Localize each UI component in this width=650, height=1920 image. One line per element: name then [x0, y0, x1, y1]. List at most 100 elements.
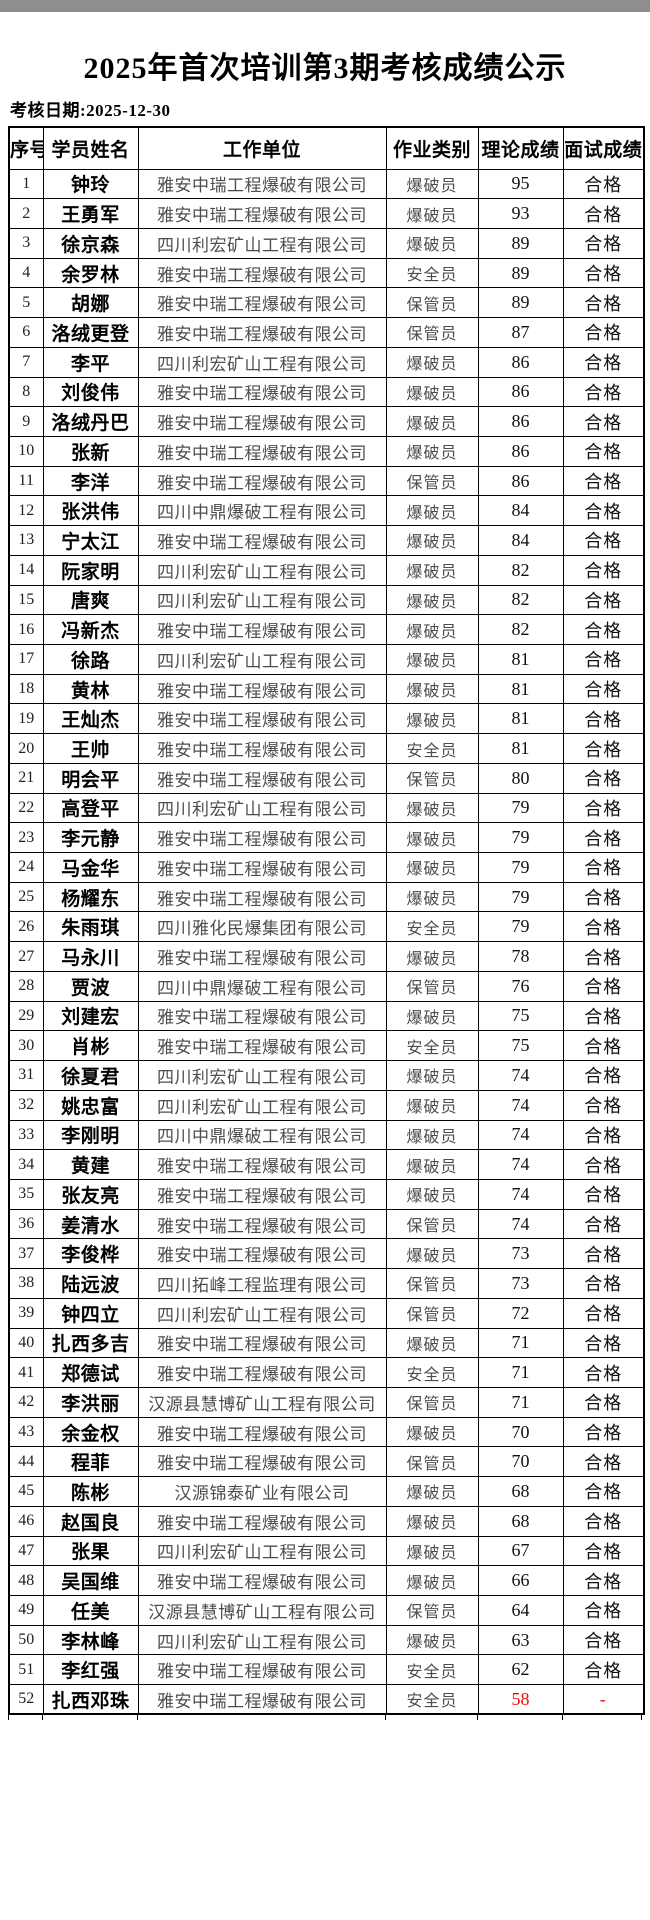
cell-student-name: 李红强 — [42, 1654, 139, 1686]
table-row: 35 张友亮 雅安中瑞工程爆破有限公司 爆破员 74 合格 — [8, 1178, 645, 1210]
table-row: 42 李洪丽 汉源县慧博矿山工程有限公司 保管员 71 合格 — [8, 1386, 645, 1418]
cell-job-category: 安全员 — [385, 257, 479, 289]
cell-theory-score: 63 — [477, 1624, 564, 1656]
cell-work-unit: 雅安中瑞工程爆破有限公司 — [137, 1416, 387, 1448]
cell-student-name: 扎西邓珠 — [42, 1684, 139, 1715]
table-row: 23 李元静 雅安中瑞工程爆破有限公司 爆破员 79 合格 — [8, 822, 645, 854]
cell-index: 32 — [8, 1089, 44, 1121]
cell-work-unit: 雅安中瑞工程爆破有限公司 — [137, 614, 387, 645]
cell-theory-score: 58 — [477, 1684, 564, 1715]
cell-job-category: 爆破员 — [385, 1178, 479, 1210]
table-row: 26 朱雨琪 四川雅化民爆集团有限公司 安全员 79 合格 — [8, 911, 645, 943]
cell-work-unit: 四川利宏矿山工程有限公司 — [137, 1624, 387, 1656]
cell-student-name: 刘俊伟 — [42, 376, 139, 408]
cell-student-name: 洛绒丹巴 — [42, 406, 139, 437]
cell-index: 44 — [8, 1446, 44, 1478]
cell-theory-score: 95 — [477, 168, 564, 200]
cell-interview-result: 合格 — [562, 257, 645, 289]
cell-interview-result: 合格 — [562, 673, 645, 705]
cell-theory-score: 86 — [477, 376, 564, 408]
cell-index: 31 — [8, 1060, 44, 1091]
cell-index: 26 — [8, 911, 44, 943]
cell-interview-result: 合格 — [562, 554, 645, 586]
cell-student-name: 肖彬 — [42, 1030, 139, 1062]
cell-theory-score: 81 — [477, 673, 564, 705]
cell-interview-result: 合格 — [562, 1060, 645, 1091]
cell-theory-score: 71 — [477, 1327, 564, 1359]
cell-index: 2 — [8, 198, 44, 229]
cell-work-unit: 雅安中瑞工程爆破有限公司 — [137, 525, 387, 556]
cell-work-unit: 四川利宏矿山工程有限公司 — [137, 644, 387, 675]
window-top-edge — [0, 0, 650, 12]
cell-job-category: 爆破员 — [385, 1416, 479, 1448]
cell-job-category: 保管员 — [385, 1446, 479, 1478]
table-row: 13 宁太江 雅安中瑞工程爆破有限公司 爆破员 84 合格 — [8, 525, 645, 556]
cell-job-category: 爆破员 — [385, 584, 479, 616]
cell-job-category: 爆破员 — [385, 525, 479, 556]
cell-job-category: 安全员 — [385, 733, 479, 764]
cell-index: 20 — [8, 733, 44, 764]
cell-work-unit: 雅安中瑞工程爆破有限公司 — [137, 465, 387, 497]
cell-interview-result: 合格 — [562, 762, 645, 794]
cell-job-category: 爆破员 — [385, 1505, 479, 1537]
cell-index: 52 — [8, 1684, 44, 1715]
cell-work-unit: 四川利宏矿山工程有限公司 — [137, 227, 387, 259]
cell-interview-result: - — [562, 1684, 645, 1715]
cell-student-name: 徐路 — [42, 644, 139, 675]
cell-index: 25 — [8, 881, 44, 913]
cell-theory-score: 93 — [477, 198, 564, 229]
cell-interview-result: 合格 — [562, 1357, 645, 1388]
cell-interview-result: 合格 — [562, 1446, 645, 1478]
cell-student-name: 钟四立 — [42, 1297, 139, 1329]
cell-interview-result: 合格 — [562, 1595, 645, 1626]
cell-theory-score: 68 — [477, 1476, 564, 1507]
score-table-body: 1 钟玲 雅安中瑞工程爆破有限公司 爆破员 95 合格 2 王勇军 雅安中瑞工程爆破有限公司 爆破… — [8, 168, 645, 1715]
table-row: 32 姚忠富 四川利宏矿山工程有限公司 爆破员 74 合格 — [8, 1089, 645, 1121]
table-row: 49 任美 汉源县慧博矿山工程有限公司 保管员 64 合格 — [8, 1595, 645, 1626]
table-row: 30 肖彬 雅安中瑞工程爆破有限公司 安全员 75 合格 — [8, 1030, 645, 1062]
cell-student-name: 钟玲 — [42, 168, 139, 200]
cell-index: 24 — [8, 852, 44, 883]
cell-student-name: 马永川 — [42, 941, 139, 972]
cell-job-category: 爆破员 — [385, 1327, 479, 1359]
cell-theory-score: 86 — [477, 435, 564, 467]
cell-index: 17 — [8, 644, 44, 675]
cell-interview-result: 合格 — [562, 227, 645, 259]
cell-interview-result: 合格 — [562, 881, 645, 913]
cell-theory-score: 79 — [477, 911, 564, 943]
cell-index: 9 — [8, 406, 44, 437]
cell-theory-score: 74 — [477, 1089, 564, 1121]
cell-student-name: 马金华 — [42, 852, 139, 883]
cell-interview-result: 合格 — [562, 1268, 645, 1299]
cell-theory-score: 79 — [477, 881, 564, 913]
cell-student-name: 张新 — [42, 435, 139, 467]
table-row: 8 刘俊伟 雅安中瑞工程爆破有限公司 爆破员 86 合格 — [8, 376, 645, 408]
table-row: 4 余罗林 雅安中瑞工程爆破有限公司 安全员 89 合格 — [8, 257, 645, 289]
cell-index: 5 — [8, 287, 44, 319]
cell-student-name: 张洪伟 — [42, 495, 139, 527]
cell-job-category: 爆破员 — [385, 941, 479, 972]
table-row: 15 唐爽 四川利宏矿山工程有限公司 爆破员 82 合格 — [8, 584, 645, 616]
cell-theory-score: 79 — [477, 792, 564, 824]
cell-student-name: 朱雨琪 — [42, 911, 139, 943]
cell-theory-score: 74 — [477, 1060, 564, 1091]
cell-job-category: 爆破员 — [385, 376, 479, 408]
cell-theory-score: 67 — [477, 1535, 564, 1567]
cell-index: 36 — [8, 1208, 44, 1240]
cell-theory-score: 89 — [477, 227, 564, 259]
cell-index: 30 — [8, 1030, 44, 1062]
table-row: 25 杨耀东 雅安中瑞工程爆破有限公司 爆破员 79 合格 — [8, 881, 645, 913]
cell-theory-score: 75 — [477, 1000, 564, 1032]
table-row: 21 明会平 雅安中瑞工程爆破有限公司 保管员 80 合格 — [8, 762, 645, 794]
cell-interview-result: 合格 — [562, 1208, 645, 1240]
cell-index: 51 — [8, 1654, 44, 1686]
cell-student-name: 任美 — [42, 1595, 139, 1626]
cell-job-category: 爆破员 — [385, 346, 479, 378]
cell-job-category: 爆破员 — [385, 1119, 479, 1151]
cell-interview-result: 合格 — [562, 346, 645, 378]
cell-job-category: 保管员 — [385, 762, 479, 794]
table-row: 43 余金权 雅安中瑞工程爆破有限公司 爆破员 70 合格 — [8, 1416, 645, 1448]
cell-job-category: 爆破员 — [385, 1624, 479, 1656]
cell-job-category: 安全员 — [385, 1684, 479, 1715]
table-row: 3 徐京森 四川利宏矿山工程有限公司 爆破员 89 合格 — [8, 227, 645, 259]
